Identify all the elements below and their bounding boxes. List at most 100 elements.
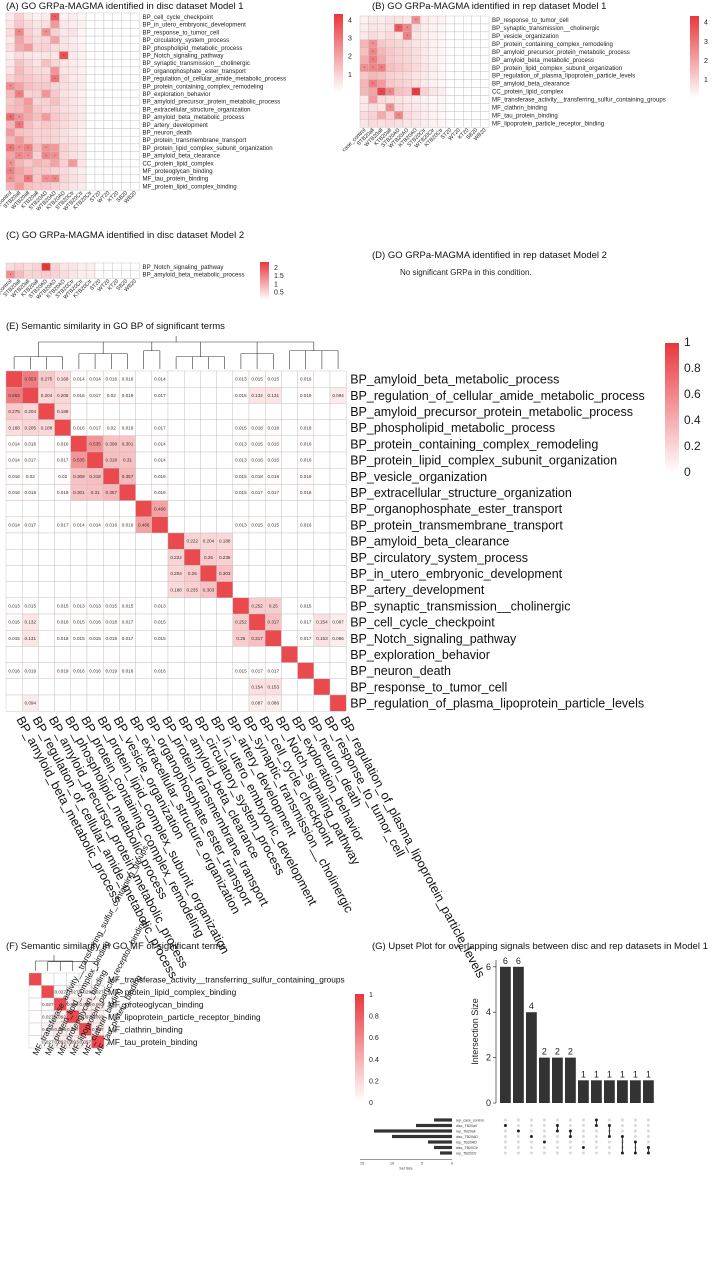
panel-b-cell-4-3 [385, 47, 395, 56]
panel-e-row-label-11: BP_circulatory_system_process [350, 551, 528, 565]
panel-e-value-6-16: 0.018 [268, 474, 280, 479]
panel-f-cell-0-0 [28, 972, 42, 986]
upset-dot-11-2 [646, 1129, 650, 1133]
panel-e-cell-20-19 [313, 694, 331, 712]
panel-e-value-0-1: 0.653 [25, 377, 37, 382]
panel-e-value-5-18: 0.016 [300, 458, 312, 463]
upset-dot-2-5 [529, 1146, 533, 1149]
upset-dot-8-4 [607, 1140, 611, 1144]
panel-c-legend-tick-3: 2 [274, 265, 278, 272]
upset-dot-11-3 [646, 1135, 650, 1138]
panel-e-cell-11-16 [265, 549, 282, 566]
panel-e-value-7-5: 0.31 [91, 490, 100, 495]
panel-e-cell-19-9 [151, 678, 169, 696]
panel-e-cell-17-5 [86, 646, 104, 663]
panel-c-cell-1-13 [121, 270, 131, 279]
panel-e-legend-tick-3: 0.6 [684, 387, 701, 401]
panel-e-value-16-6: 0.018 [106, 636, 118, 641]
panel-a-cell-7-10 [94, 66, 105, 75]
panel-b-star-8-1: * [372, 82, 374, 86]
upset-bar-5 [565, 1057, 576, 1103]
panel-e-cell-13-14 [232, 581, 250, 598]
upset-dot-6-3 [581, 1135, 585, 1138]
panel-e-cell-20-5 [86, 694, 104, 712]
panel-a-cell-6-5 [50, 59, 60, 68]
panel-e-cell-16-16 [265, 630, 282, 647]
panel-a-cell-10-5 [50, 89, 60, 98]
panel-e-value-9-8: 0.466 [138, 523, 150, 528]
panel-b-cell-0-13 [471, 15, 481, 25]
panel-a-cell-6-4 [41, 59, 51, 68]
panel-e-value-1-20: 0.094 [332, 393, 344, 398]
panel-b-cell-4-8 [428, 47, 438, 56]
panel-e-cell-3-12 [200, 419, 217, 437]
upset-dot-8-5 [607, 1146, 611, 1149]
panel-e-value-3-1: 0.205 [25, 425, 37, 430]
panel-a-cell-17-10 [94, 143, 105, 152]
panel-f-value-2-3: 0.092 [67, 1002, 79, 1007]
panel-e-cell-1-8 [135, 387, 153, 404]
panel-f-value-1-3: 0.027 [67, 989, 79, 994]
panel-e-value-15-18: 0.017 [300, 620, 312, 625]
panel-a-cell-14-13 [121, 120, 131, 129]
panel-b-row-label-4: BP_amyloid_precursor_protein_metabolic_p… [492, 49, 630, 56]
panel-e-cell-18-19 [313, 662, 331, 679]
panel-e-cell-13-16 [265, 581, 282, 598]
upset-dot-6-1 [581, 1124, 585, 1127]
upset-dot-1-6 [516, 1151, 520, 1155]
panel-b-cell-4-5 [402, 47, 412, 56]
panel-a-cell-0-1 [14, 12, 24, 21]
panel-e-cell-13-1 [22, 581, 39, 598]
upset-bar-6 [578, 1080, 589, 1103]
panel-a-cell-20-9 [85, 166, 96, 175]
upset-bar-label-10: 1 [633, 1069, 638, 1079]
panel-b-cell-9-10 [445, 87, 455, 96]
panel-b-star-1-5: * [407, 26, 409, 30]
panel-e-cell-17-4 [70, 646, 88, 663]
panel-e-cell-16-10 [167, 630, 185, 647]
panel-e-value-1-3: 0.205 [57, 393, 69, 398]
panel-b-legend-colorbar [690, 16, 699, 98]
panel-a-cell-16-0 [5, 135, 16, 145]
panel-e-value-18-5: 0.016 [89, 668, 101, 673]
panel-a-cell-4-0 [5, 43, 16, 52]
panel-a-cell-10-0 [5, 89, 16, 98]
panel-a-cell-3-14 [130, 35, 140, 44]
panel-e-cell-9-2 [38, 516, 55, 534]
panel-e-cell-5-13 [216, 451, 234, 469]
upset-set-tick-1: 10 [390, 1162, 394, 1166]
panel-b-legend-tick-3: 4 [704, 20, 708, 27]
panel-b-row-label-0: BP_response_to_tumor_cell [492, 17, 569, 24]
panel-a-cell-0-14 [130, 12, 140, 21]
panel-e-row-label-15: BP_cell_cycle_checkpoint [350, 616, 495, 630]
panel-e-value-3-16: 0.018 [268, 425, 280, 430]
panel-a-cell-11-8 [76, 97, 87, 106]
panel-e-cell-6-13 [216, 468, 234, 485]
panel-a-cell-18-6 [59, 151, 69, 160]
upset-dot-2-6 [529, 1151, 533, 1155]
panel-e-cell-9-12 [200, 516, 217, 534]
panel-b-cell-12-0 [359, 111, 369, 120]
panel-e-cell-20-17 [281, 694, 298, 712]
panel-a-cell-20-14 [130, 166, 140, 175]
panel-a-cell-7-13 [121, 66, 131, 75]
panel-f-row-label-2: MF_proteoglycan_binding [108, 999, 204, 1009]
panel-a-star-21-2: * [28, 177, 30, 181]
panel-b-cell-0-9 [437, 15, 447, 25]
panel-a-cell-6-8 [76, 59, 87, 68]
panel-e-cell-1-17 [281, 387, 298, 404]
panel-b-row-label-6: BP_protein_lipid_complex_subunit_organiz… [492, 65, 622, 72]
panel-a-cell-2-10 [94, 28, 105, 37]
panel-a-cell-20-7 [68, 166, 78, 175]
panel-a-cell-5-13 [121, 51, 131, 60]
panel-b-cell-4-12 [463, 47, 473, 56]
panel-b-star-9-3: * [389, 90, 391, 94]
panel-e-cell-15-13 [216, 613, 234, 631]
panel-a-star-13-1: * [19, 115, 21, 119]
panel-a-cell-4-1 [14, 43, 24, 52]
panel-c-star-1-0: * [10, 273, 12, 277]
panel-e-cell-13-0 [5, 581, 23, 598]
panel-e-cell-19-12 [200, 678, 217, 696]
panel-f-row-label-3: MF_lipoprotein_particle_receptor_binding [108, 1012, 261, 1022]
panel-c-cell-0-3 [32, 262, 42, 271]
